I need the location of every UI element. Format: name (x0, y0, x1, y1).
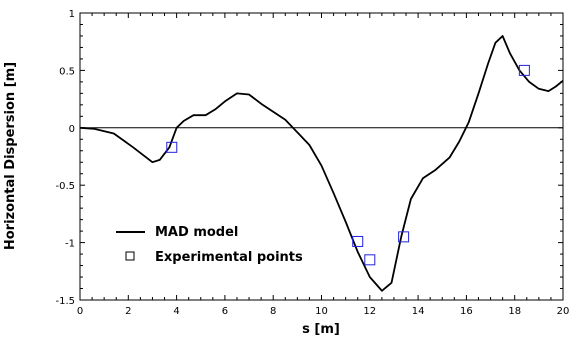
legend-label-experimental-points: Experimental points (155, 250, 303, 265)
legend-label-mad-model: MAD model (155, 225, 238, 240)
legend: MAD model Experimental points (116, 225, 303, 265)
experimental-point-marker (364, 254, 376, 266)
x-tick-label: 14 (412, 306, 425, 317)
legend-square-swatch (125, 251, 135, 261)
axis-ticks (79, 12, 564, 301)
x-tick-label: 12 (363, 306, 376, 317)
x-tick-label: 0 (77, 306, 83, 317)
y-tick-label: 1 (69, 9, 75, 20)
y-tick-label: 0.5 (59, 66, 75, 77)
experimental-point-marker (398, 231, 410, 243)
y-tick-labels: -1.5 -1 -0.5 0 0.5 1 (55, 9, 75, 307)
y-tick-label: -1.5 (55, 296, 75, 307)
x-tick-labels: 0 2 4 6 8 10 12 14 16 18 20 (77, 306, 570, 317)
x-tick-label: 20 (557, 306, 570, 317)
x-tick-label: 8 (270, 306, 276, 317)
x-tick-label: 18 (508, 306, 521, 317)
x-tick-label: 4 (173, 306, 179, 317)
markers-group (166, 64, 530, 266)
y-axis-title: Horizontal Dispersion [m] (3, 62, 18, 250)
x-tick-label: 6 (222, 306, 228, 317)
experimental-point-marker (166, 141, 178, 153)
y-tick-label: -0.5 (55, 181, 75, 192)
experimental-point-marker (352, 235, 364, 247)
x-axis-title: s [m] (302, 322, 340, 337)
x-tick-label: 10 (315, 306, 328, 317)
x-tick-label: 2 (125, 306, 131, 317)
experimental-point-marker (518, 64, 530, 76)
series-group (79, 35, 564, 292)
plot-area-frame (79, 12, 564, 301)
series-line-mad-model (79, 35, 564, 292)
x-tick-label: 16 (460, 306, 473, 317)
y-tick-label: 0 (69, 124, 75, 135)
y-tick-label: -1 (65, 239, 75, 250)
